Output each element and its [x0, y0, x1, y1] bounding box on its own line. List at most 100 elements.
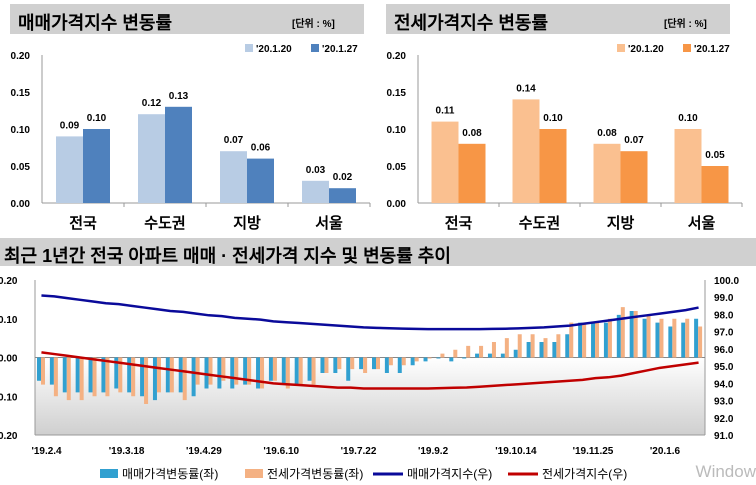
rate-bar: [620, 307, 625, 358]
rate-bar: [195, 357, 200, 385]
rate-bar: [337, 357, 342, 370]
rate-bar: [234, 357, 239, 385]
rate-bar: [105, 357, 110, 397]
rate-bar: [281, 357, 286, 385]
left-tick-label: 0.20: [0, 276, 18, 287]
rate-bar: [230, 357, 235, 389]
bar: [83, 129, 110, 203]
x-tick-label: '19.6.10: [263, 446, 299, 457]
category-label: 서울: [688, 215, 716, 232]
rate-bar: [401, 357, 406, 366]
panel1-title-bar: [10, 4, 364, 34]
bar: [56, 136, 83, 203]
bar: [247, 158, 274, 203]
legend-swatch: [683, 44, 691, 52]
rate-bar: [101, 357, 106, 393]
rate-bar: [659, 318, 664, 358]
rate-bar: [66, 357, 71, 401]
legend-label: '20.1.20: [628, 44, 664, 55]
rate-bar: [681, 322, 686, 358]
category-label: 서울: [315, 215, 343, 232]
data-label: 0.13: [169, 91, 189, 102]
rate-bar: [479, 345, 484, 358]
right-tick-label: 97.0: [714, 328, 734, 339]
right-tick-label: 100.0: [714, 276, 739, 287]
bar: [138, 114, 165, 203]
rate-bar: [191, 357, 196, 397]
rate-bar: [165, 357, 170, 393]
data-label: 0.12: [142, 98, 162, 109]
rate-bar: [75, 357, 80, 393]
y-tick-label: 0.20: [11, 51, 31, 62]
category-label: 전국: [445, 215, 473, 232]
bar: [431, 121, 459, 203]
left-tick-label: 0.10: [0, 392, 18, 403]
data-label: 0.03: [306, 165, 326, 176]
rate-bar: [513, 349, 518, 358]
rate-bar: [156, 357, 161, 393]
data-label: 0.06: [251, 143, 271, 154]
rate-bar: [616, 314, 621, 358]
rate-bar: [440, 353, 445, 358]
bar: [701, 166, 729, 203]
legend-swatch: [100, 469, 118, 478]
rate-bar: [698, 326, 703, 358]
legend-swatch: [245, 44, 253, 52]
data-label: 0.07: [224, 135, 244, 146]
category-label: 전국: [69, 215, 97, 232]
category-label: 수도권: [144, 214, 185, 232]
legend-label: 전세가격지수(우): [542, 467, 627, 481]
rate-bar: [410, 357, 415, 366]
panel1-unit: [단위 : %]: [292, 19, 335, 30]
rate-bar: [350, 357, 355, 370]
rate-bar: [114, 357, 119, 389]
rate-bar: [582, 322, 587, 358]
legend-swatch: [311, 44, 319, 52]
rate-bar: [140, 357, 145, 397]
rate-bar: [324, 357, 329, 373]
rate-bar: [397, 357, 402, 373]
y-tick-label: 0.10: [387, 125, 407, 136]
panel2-title: 전세가격지수 변동률: [394, 13, 549, 33]
right-tick-label: 92.0: [714, 414, 734, 425]
legend-swatch: [245, 469, 263, 478]
rate-bar: [655, 322, 660, 358]
x-tick-label: '19.2.4: [31, 446, 62, 457]
rate-bar: [543, 338, 548, 358]
rate-bar: [642, 318, 647, 358]
rate-bar: [49, 357, 54, 385]
rate-bar: [272, 357, 277, 381]
rate-bar: [595, 322, 600, 358]
rate-bar: [517, 334, 522, 358]
rate-bar: [372, 357, 376, 370]
rate-bar: [565, 334, 570, 358]
rate-bar: [491, 342, 496, 358]
rate-bar: [466, 345, 471, 358]
rate-bar: [487, 353, 492, 358]
rate-bar: [144, 357, 149, 404]
bar: [674, 129, 702, 203]
panel3-title-bar: [0, 238, 756, 266]
bar: [593, 143, 621, 203]
rate-bar: [359, 357, 364, 370]
rate-bar: [427, 357, 432, 359]
rate-bar: [500, 353, 505, 358]
rate-bar: [243, 357, 248, 385]
data-label: 0.10: [543, 113, 563, 124]
bar: [165, 106, 192, 203]
rate-bar: [88, 357, 93, 393]
rate-bar: [504, 338, 509, 358]
right-tick-label: 94.0: [714, 379, 734, 390]
rate-bar: [204, 357, 209, 389]
rate-bar: [578, 322, 583, 358]
rate-bar: [569, 322, 574, 358]
rate-bar: [453, 349, 458, 358]
rate-bar: [307, 357, 312, 381]
rate-bar: [169, 357, 174, 393]
rate-bar: [668, 326, 673, 358]
legend-label: 매매가격지수(우): [407, 467, 492, 481]
data-label: 0.11: [436, 106, 455, 117]
rate-bar: [118, 357, 123, 393]
bar: [220, 151, 247, 203]
rate-bar: [53, 357, 58, 397]
